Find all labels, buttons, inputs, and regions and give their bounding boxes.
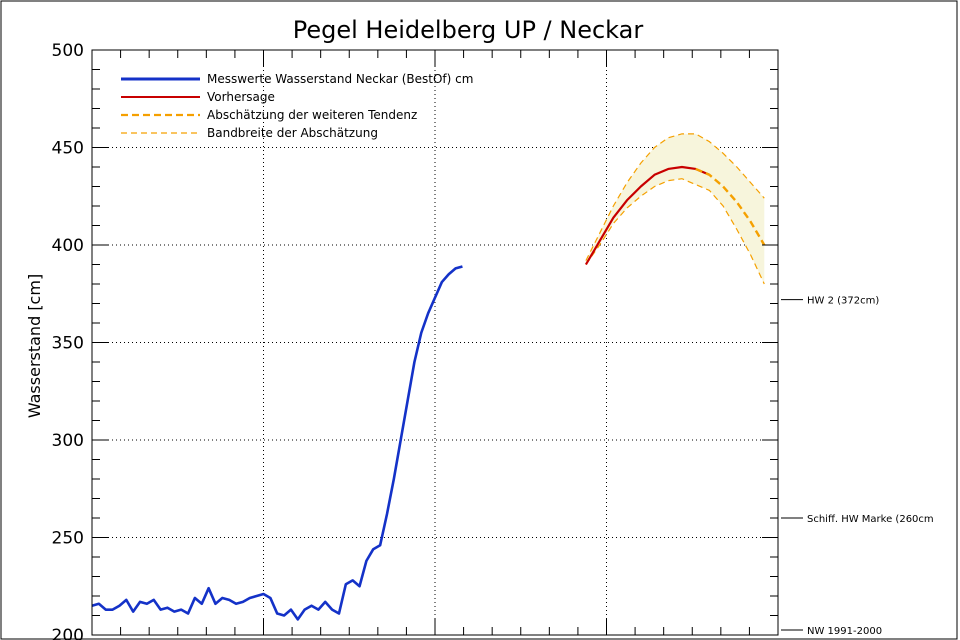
y-tick-label: 250 [52, 529, 84, 549]
series-forecast-line [584, 165, 710, 266]
legend-label: Messwerte Wasserstand Neckar (BestOf) cm [207, 72, 473, 86]
band-upper-line [585, 133, 765, 261]
reference-lines-layer: HW 2 (372cm) Schiff. HW Marke (260cm NW 19… [781, 296, 934, 637]
grid-layer [92, 50, 778, 635]
y-tick-label: 300 [52, 431, 84, 451]
reference-label: NW 1991-2000 [807, 626, 882, 637]
series-layer [91, 165, 766, 621]
axis-layer: 200 250 300 350 400 450 500 [52, 41, 779, 640]
legend-label: Bandbreite der Abschätzung [207, 126, 378, 140]
band-layer [585, 133, 765, 285]
y-tick-label: 500 [52, 41, 84, 61]
band-lower-line [585, 178, 765, 285]
legend: Messwerte Wasserstand Neckar (BestOf) cm… [121, 72, 473, 140]
series-measured-line [91, 265, 463, 621]
y-tick-label: 400 [52, 236, 84, 256]
y-tick-label: 450 [52, 139, 84, 159]
series-trend-line [695, 167, 766, 246]
legend-label: Vorhersage [207, 90, 275, 104]
y-tick-label: 200 [52, 626, 84, 640]
band-area [585, 133, 765, 284]
y-tick-label: 350 [52, 334, 84, 354]
reference-label: Schiff. HW Marke (260cm [807, 514, 934, 525]
reference-label: HW 2 (372cm) [807, 296, 879, 307]
chart-title: Pegel Heidelberg UP / Neckar [293, 16, 644, 44]
y-axis-label: Wasserstand [cm] [25, 274, 44, 418]
legend-label: Abschätzung der weiteren Tendenz [207, 108, 417, 122]
